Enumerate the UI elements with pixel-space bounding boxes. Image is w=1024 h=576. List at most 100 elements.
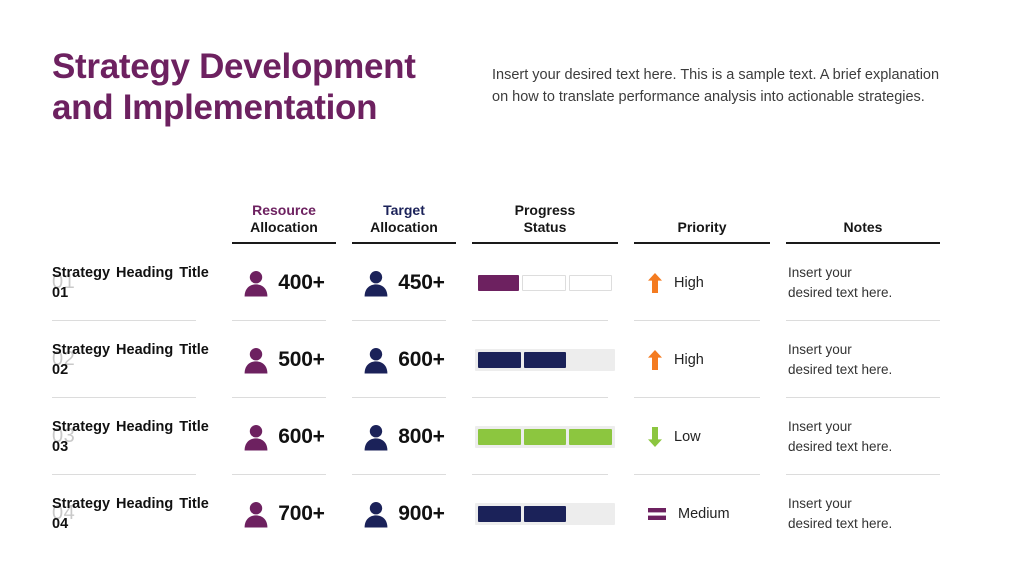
- row-index-cell: 04: [0, 475, 75, 552]
- priority-indicator: High: [648, 349, 704, 370]
- progress-segment-empty: [568, 274, 612, 291]
- row-priority-cell: Medium: [626, 475, 778, 552]
- header-target-line2: Allocation: [370, 219, 438, 235]
- target-allocation-metric: 900+: [363, 500, 445, 528]
- row-priority-cell: High: [626, 244, 778, 321]
- header-cell-progress-status: Progress Status: [464, 176, 626, 244]
- header-resource-line2: Allocation: [250, 219, 318, 235]
- row-heading-cell[interactable]: Strategy Heading Title 02: [52, 321, 224, 398]
- header-cell-resource-allocation: Resource Allocation: [224, 176, 344, 244]
- header-cell-priority: Priority: [626, 176, 778, 244]
- row-progress-status-cell: [464, 321, 626, 398]
- table-row[interactable]: 04 Strategy Heading Title 04 700+ 900+ Mediu…: [0, 475, 1024, 552]
- target-allocation-metric: 450+: [363, 269, 445, 297]
- row-notes-cell[interactable]: Insert your desired text here.: [778, 475, 948, 552]
- priority-indicator: High: [648, 272, 704, 293]
- row-notes-cell[interactable]: Insert your desired text here.: [778, 244, 948, 321]
- priority-label: High: [674, 274, 704, 291]
- progress-bar[interactable]: [475, 272, 615, 294]
- row-divider: [52, 319, 196, 321]
- row-index-cell: 01: [0, 244, 75, 321]
- page-subtitle: Insert your desired text here. This is a…: [492, 67, 940, 105]
- person-icon: [244, 501, 268, 527]
- page-title: Strategy Development and Implementation: [52, 47, 416, 127]
- row-notes-cell[interactable]: Insert your desired text here.: [778, 398, 948, 475]
- row-divider: [634, 473, 760, 475]
- header-rule-notes: [786, 242, 940, 244]
- progress-bar[interactable]: [475, 348, 615, 371]
- header-rule-progress: [472, 242, 618, 244]
- row-divider: [52, 396, 196, 398]
- resource-allocation-value: 600+: [278, 424, 325, 448]
- row-divider: [634, 319, 760, 321]
- row-divider: [472, 396, 608, 398]
- row-heading-cell[interactable]: Strategy Heading Title 01: [52, 244, 224, 321]
- progress-segment-empty: [569, 506, 612, 522]
- resource-allocation-value: 400+: [278, 270, 325, 294]
- header-cell-target-allocation: Target Allocation: [344, 176, 464, 244]
- table-row[interactable]: 01 Strategy Heading Title 01 400+ 450+ High I…: [0, 244, 1024, 321]
- table-row[interactable]: 02 Strategy Heading Title 02 500+ 600+ High I…: [0, 321, 1024, 398]
- notes-text: Insert your desired text here.: [788, 495, 893, 531]
- row-divider: [786, 319, 940, 321]
- progress-segment-filled: [523, 428, 567, 445]
- row-divider: [472, 473, 608, 475]
- row-heading-label: Strategy Heading Title 02: [52, 341, 209, 378]
- progress-segment-filled: [478, 351, 521, 368]
- table-body: 01 Strategy Heading Title 01 400+ 450+ High I…: [0, 244, 1024, 552]
- row-resource-allocation-cell: 400+: [224, 244, 344, 321]
- person-icon: [364, 501, 388, 527]
- row-divider: [232, 319, 326, 321]
- progress-bar[interactable]: [475, 425, 615, 448]
- header-priority-line1: Priority: [677, 219, 727, 235]
- target-allocation-value: 600+: [398, 347, 445, 371]
- header-progress-line1: Progress: [514, 202, 576, 218]
- header-cell-heading: [52, 176, 224, 244]
- resource-allocation-metric: 600+: [243, 423, 325, 451]
- progress-segment-filled: [523, 505, 567, 522]
- person-icon: [364, 270, 388, 296]
- priority-indicator: Medium: [648, 506, 730, 522]
- row-resource-allocation-cell: 500+: [224, 321, 344, 398]
- target-allocation-metric: 600+: [363, 346, 445, 374]
- table-row[interactable]: 03 Strategy Heading Title 03 600+ 800+ Low In…: [0, 398, 1024, 475]
- row-heading-cell[interactable]: Strategy Heading Title 04: [52, 475, 224, 552]
- progress-segment-empty: [522, 274, 566, 291]
- progress-bar[interactable]: [475, 502, 615, 525]
- row-divider: [52, 473, 196, 475]
- row-divider: [786, 473, 940, 475]
- row-index-cell: 02: [0, 321, 75, 398]
- arrow-down-icon: [648, 426, 662, 447]
- person-icon: [244, 270, 268, 296]
- row-target-allocation-cell: 800+: [344, 398, 464, 475]
- row-divider: [786, 396, 940, 398]
- progress-segment-filled: [523, 351, 567, 368]
- resource-allocation-metric: 700+: [243, 500, 325, 528]
- priority-label: Low: [674, 428, 701, 445]
- header-cell-index: [0, 176, 52, 244]
- row-divider: [232, 473, 326, 475]
- row-heading-cell[interactable]: Strategy Heading Title 03: [52, 398, 224, 475]
- resource-allocation-metric: 500+: [243, 346, 325, 374]
- header-rule-priority: [634, 242, 770, 244]
- row-target-allocation-cell: 600+: [344, 321, 464, 398]
- row-index-cell: 03: [0, 398, 75, 475]
- row-target-allocation-cell: 900+: [344, 475, 464, 552]
- row-notes-cell[interactable]: Insert your desired text here.: [778, 321, 948, 398]
- priority-label: High: [674, 351, 704, 368]
- row-target-allocation-cell: 450+: [344, 244, 464, 321]
- progress-segment-filled: [478, 428, 521, 445]
- person-icon: [244, 347, 268, 373]
- notes-text: Insert your desired text here.: [788, 418, 893, 454]
- header-rule-resource: [232, 242, 336, 244]
- row-divider: [352, 319, 446, 321]
- arrow-up-icon: [648, 349, 662, 370]
- notes-text: Insert your desired text here.: [788, 341, 893, 377]
- person-icon: [364, 424, 388, 450]
- equals-icon: [648, 507, 666, 520]
- progress-segment-empty: [569, 352, 612, 368]
- target-allocation-value: 900+: [398, 501, 445, 525]
- row-resource-allocation-cell: 600+: [224, 398, 344, 475]
- row-resource-allocation-cell: 700+: [224, 475, 344, 552]
- row-divider: [634, 396, 760, 398]
